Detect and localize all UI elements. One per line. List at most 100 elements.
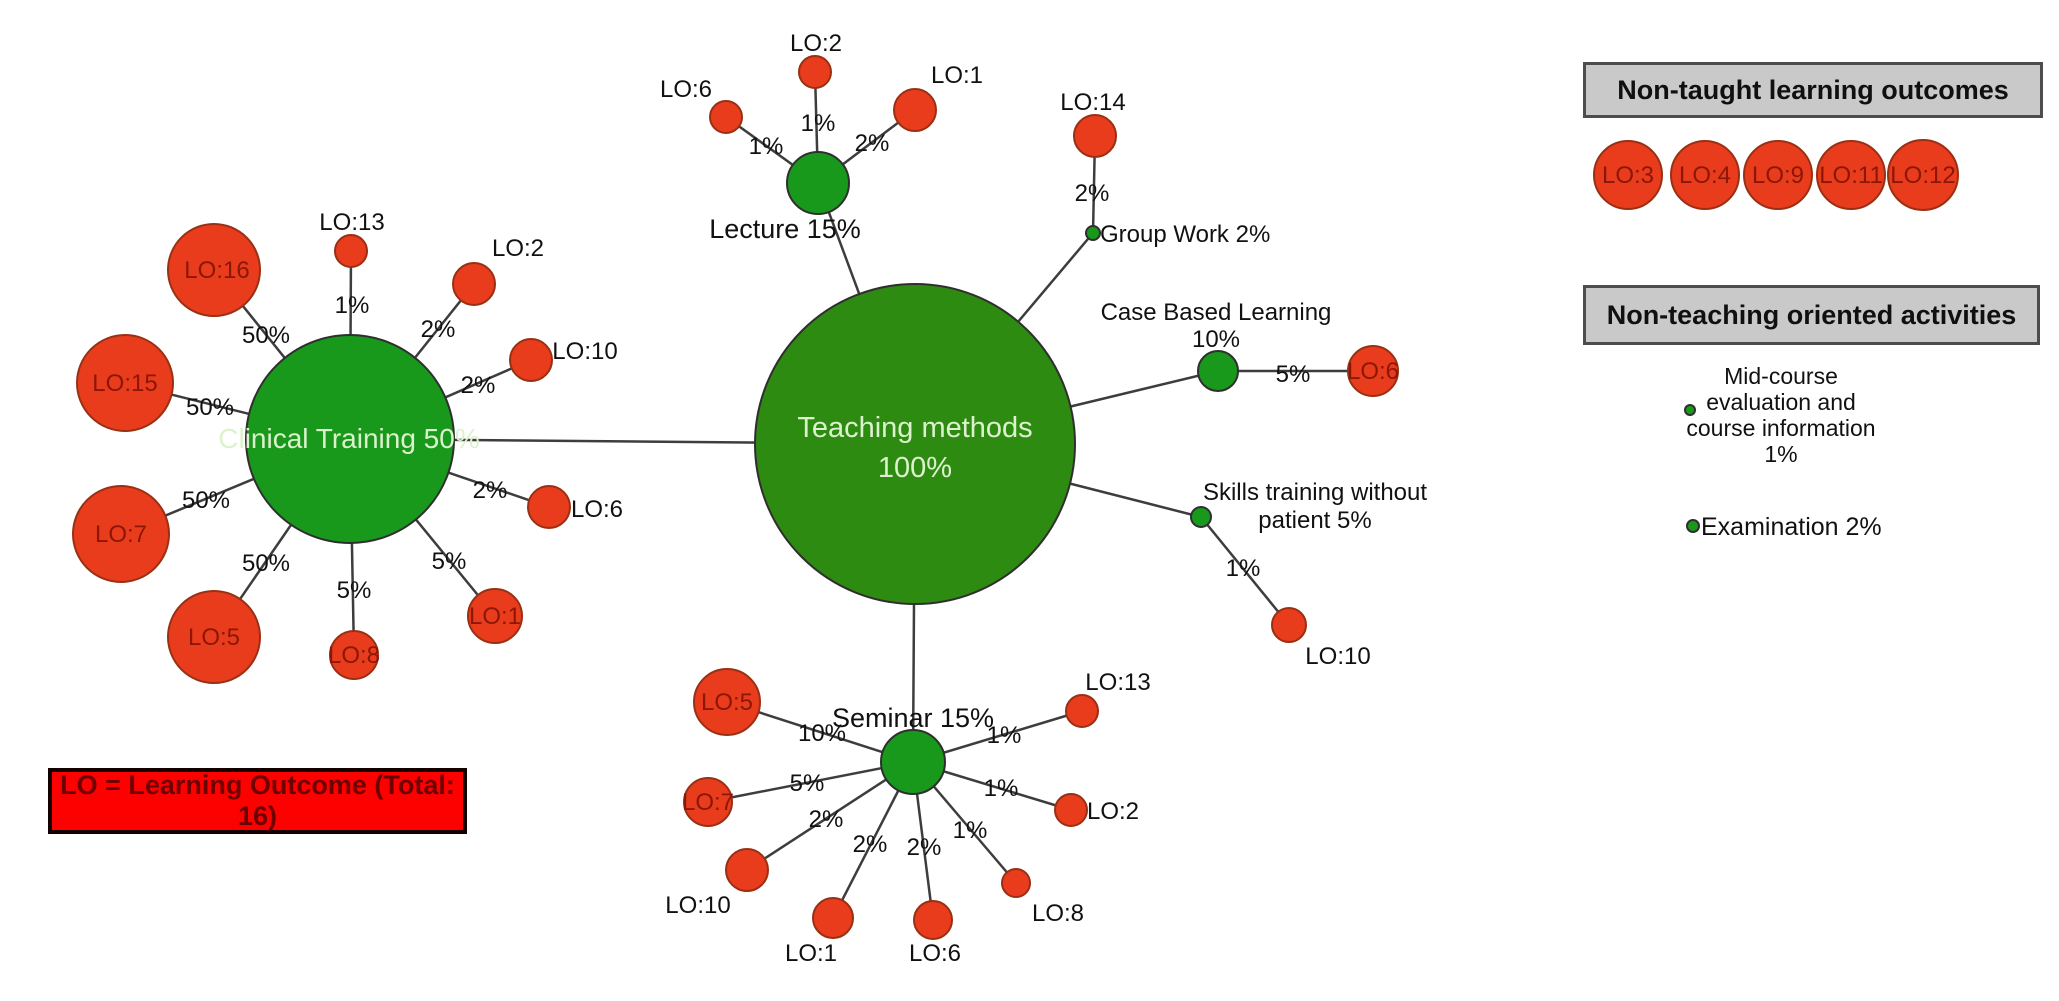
node-seminar-lo5 — [693, 668, 761, 736]
label-pct-clinical-lo7: 50% — [182, 487, 230, 514]
label-clinical-lo13: LO:13 — [319, 209, 384, 236]
node-clinical-lo8 — [329, 630, 379, 680]
node-groupwork-lo14 — [1073, 114, 1117, 158]
node-clinical-lo15 — [76, 334, 174, 432]
label-clinical-lo8: LO:8 — [328, 642, 380, 669]
label-pct-groupwork-lo14: 2% — [1075, 180, 1110, 207]
label-pct-clinical-lo10: 2% — [461, 372, 496, 399]
label-seminar-lo6: LO:6 — [909, 940, 961, 967]
node-nontaught-lo3 — [1593, 140, 1663, 210]
label-nontaught-lo3: LO:3 — [1602, 162, 1654, 189]
node-lecture-lo2 — [798, 55, 832, 89]
node-clinical-lo2 — [452, 262, 496, 306]
non-teaching-activities-title: Non-teaching oriented activities — [1606, 299, 2017, 330]
non-taught-outcomes-box: Non-taught learning outcomes — [1583, 62, 2043, 118]
label-lecture-lo1: LO:1 — [931, 62, 983, 89]
non-taught-outcomes-title: Non-taught learning outcomes — [1617, 74, 2009, 105]
label-teaching-methods: Teaching methods 100% — [797, 412, 1032, 484]
label-pct-seminar-lo2: 1% — [984, 775, 1019, 802]
label-pct-clinical-lo6: 2% — [473, 477, 508, 504]
label-group-work: Group Work 2% — [1100, 221, 1270, 248]
node-midcourse-dot — [1684, 404, 1696, 416]
label-pct-clinical-lo13: 1% — [335, 292, 370, 319]
node-case-based-learning — [1197, 350, 1239, 392]
node-seminar — [880, 729, 946, 795]
node-lecture — [786, 151, 850, 215]
label-pct-seminar-lo13: 1% — [987, 722, 1022, 749]
label-pct-cbl-lo6: 5% — [1276, 361, 1311, 388]
node-clinical-lo7 — [72, 485, 170, 583]
label-groupwork-lo14: LO:14 — [1060, 89, 1125, 116]
node-teaching-methods — [754, 283, 1076, 605]
label-lecture-lo2: LO:2 — [790, 30, 842, 57]
node-group-work-dot — [1085, 225, 1101, 241]
label-pct-seminar-lo7: 5% — [790, 770, 825, 797]
label-nontaught-lo12: LO:12 — [1890, 162, 1955, 189]
label-seminar-lo10: LO:10 — [665, 892, 730, 919]
node-lecture-lo6 — [709, 100, 743, 134]
label-clinical-lo10: LO:10 — [552, 338, 617, 365]
label-pct-seminar-lo5: 10% — [798, 720, 846, 747]
learning-outcome-note-box: LO = Learning Outcome (Total: 16) — [48, 768, 467, 834]
label-lecture: Lecture 15% — [709, 214, 861, 244]
node-seminar-lo2 — [1054, 793, 1088, 827]
node-seminar-lo1 — [812, 897, 854, 939]
edge-seminar-lo10 — [746, 760, 914, 872]
label-seminar-lo5: LO:5 — [701, 689, 753, 716]
label-nontaught-lo11: LO:11 — [1819, 162, 1883, 189]
node-clinical-lo16 — [167, 223, 261, 317]
label-skills-lo10: LO:10 — [1305, 643, 1370, 670]
label-clinical-lo15: LO:15 — [92, 370, 157, 397]
label-pct-clinical-lo8: 5% — [337, 577, 372, 604]
label-pct-clinical-lo5: 50% — [242, 550, 290, 577]
node-seminar-lo8 — [1001, 868, 1031, 898]
edge-seminar-lo7 — [707, 760, 914, 804]
label-seminar: Seminar 15% — [832, 703, 994, 733]
label-nontaught-lo4: LO:4 — [1679, 162, 1731, 189]
label-pct-skills-lo10: 1% — [1226, 555, 1261, 582]
label-pct-lecture-lo6: 1% — [749, 133, 784, 160]
label-pct-lecture-lo1: 2% — [855, 130, 890, 157]
label-clinical-lo1: LO:1 — [469, 603, 521, 630]
node-clinical-lo6 — [527, 485, 571, 529]
node-seminar-lo13 — [1065, 694, 1099, 728]
label-pct-seminar-lo8: 1% — [953, 817, 988, 844]
node-nontaught-lo11 — [1816, 140, 1886, 210]
label-clinical-training: Clinical Training 50% — [218, 423, 479, 454]
label-pct-clinical-lo2: 2% — [421, 316, 456, 343]
label-clinical-lo2: LO:2 — [492, 235, 544, 262]
label-pct-clinical-lo16: 50% — [242, 322, 290, 349]
label-seminar-lo7: LO:7 — [682, 789, 734, 816]
label-nontaught-lo9: LO:9 — [1752, 162, 1804, 189]
label-skills-training: Skills training without patient 5% — [1203, 479, 1427, 534]
node-seminar-lo7 — [683, 777, 733, 827]
node-clinical-lo10 — [509, 338, 553, 382]
node-skills-training-dot — [1190, 506, 1212, 528]
label-pct-clinical-lo15: 50% — [186, 394, 234, 421]
learning-outcome-note-text: LO = Learning Outcome (Total: 16) — [60, 770, 455, 831]
non-teaching-activities-box: Non-teaching oriented activities — [1583, 285, 2040, 345]
node-seminar-lo6 — [913, 900, 953, 940]
label-pct-seminar-lo1: 2% — [853, 831, 888, 858]
node-examination-dot — [1686, 519, 1700, 533]
label-pct-seminar-lo10: 2% — [809, 806, 844, 833]
label-seminar-lo2: LO:2 — [1087, 798, 1139, 825]
label-clinical-lo5: LO:5 — [188, 624, 240, 651]
label-clinical-lo7: LO:7 — [95, 521, 147, 548]
label-seminar-lo1: LO:1 — [785, 940, 837, 967]
node-lecture-lo1 — [893, 88, 937, 132]
label-case-based-learning: Case Based Learning 10% — [1101, 299, 1332, 353]
label-seminar-lo13: LO:13 — [1085, 669, 1150, 696]
label-pct-seminar-lo6: 2% — [907, 834, 942, 861]
label-cbl-lo6: LO:6 — [1347, 358, 1399, 385]
node-clinical-lo13 — [334, 234, 368, 268]
node-nontaught-lo12 — [1887, 139, 1959, 211]
label-lecture-lo6: LO:6 — [660, 76, 712, 103]
node-skills-lo10 — [1271, 607, 1307, 643]
node-clinical-lo5 — [167, 590, 261, 684]
node-cbl-lo6 — [1347, 345, 1399, 397]
label-pct-lecture-lo2: 1% — [801, 110, 836, 137]
node-clinical-lo1 — [467, 588, 523, 644]
